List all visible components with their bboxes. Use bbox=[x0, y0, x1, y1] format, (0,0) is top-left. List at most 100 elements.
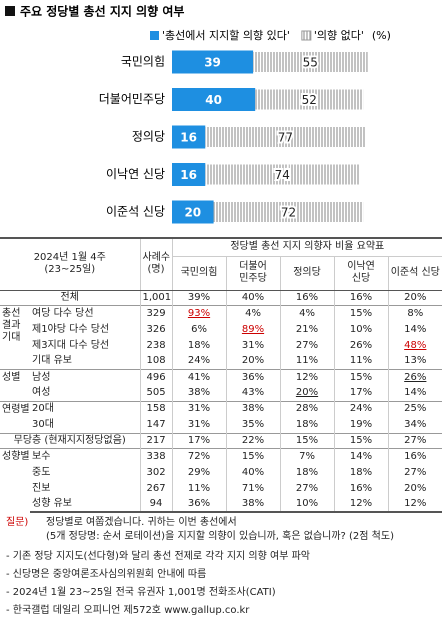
sample-size: 496 bbox=[139, 368, 173, 386]
table-row: 성향별 보수 338 72% 15% 7% 14% 16% bbox=[0, 448, 442, 513]
value-label: 16 bbox=[180, 168, 197, 182]
table-row: 제1야당 다수 당선 326 6% 89% 21% 10% 14% bbox=[0, 321, 442, 338]
column-header: 국민의힘 bbox=[171, 256, 227, 291]
cell-value: 20% bbox=[387, 289, 442, 306]
value-label: 40 bbox=[205, 93, 222, 107]
category-label: 국민의힘 bbox=[121, 55, 165, 69]
footnote: - 기존 정당 지지도(선다형)와 달리 총선 전제로 각각 지지 의향 여부 … bbox=[6, 551, 310, 562]
cell-value: 11% bbox=[171, 480, 227, 497]
value-label: 20 bbox=[184, 206, 201, 220]
column-header: 이낙연 신당 bbox=[333, 256, 389, 291]
legend-label: '총선에서 지지할 의향 있다' bbox=[162, 29, 290, 42]
header-row: 2024년 1월 4주 (23~25일) 사례수 (명) 정당별 총선 지지 의향자 비… bbox=[0, 237, 442, 291]
cell-value: 14% bbox=[387, 385, 442, 402]
bar bbox=[172, 88, 256, 111]
cell-value: 19% bbox=[333, 417, 389, 434]
summary-table: 2024년 1월 4주 (23~25일) 사례수 (명) 정당별 총선 지지 의향자 비… bbox=[0, 237, 442, 514]
sample-size: 147 bbox=[139, 417, 173, 434]
cell-value: 25% bbox=[387, 400, 442, 418]
cell-value: 38% bbox=[225, 496, 281, 514]
cell-value: 34% bbox=[387, 417, 442, 434]
cell-value: 36% bbox=[225, 368, 281, 386]
cell-value: 15% bbox=[333, 368, 389, 386]
cell-value: 10% bbox=[279, 496, 335, 514]
cell-value: 16% bbox=[333, 480, 389, 497]
cell-value: 15% bbox=[225, 448, 281, 465]
cell-value: 14% bbox=[387, 321, 442, 338]
bar bbox=[213, 202, 364, 222]
sample-size: 329 bbox=[139, 305, 173, 322]
row-label: 30대 bbox=[32, 418, 54, 430]
cell-value: 11% bbox=[333, 353, 389, 370]
text-line: (명) bbox=[147, 264, 165, 276]
table-row: 연령별 20대 158 31% 38% 28% 24% 25% bbox=[0, 400, 442, 434]
text-line: 사례수 bbox=[142, 252, 171, 264]
legend-label: '의향 없다' bbox=[314, 29, 364, 42]
group-label: 총선 결과 기대 bbox=[0, 305, 30, 370]
row-label: 제3지대 다수 당선 bbox=[32, 339, 110, 351]
row-label: 전체 bbox=[0, 289, 141, 306]
question-line: 정당별로 여쭙겠습니다. 귀하는 이번 총선에서 bbox=[46, 517, 237, 528]
cell-value: 15% bbox=[333, 432, 389, 449]
cell-value: 24% bbox=[171, 353, 227, 370]
cell-value: 41% bbox=[171, 368, 227, 386]
text-line: 2024년 1월 4주 bbox=[33, 252, 106, 264]
value-label: 16 bbox=[180, 131, 197, 145]
sample-size: 238 bbox=[139, 337, 173, 354]
table-row: 무당층 (현재지지정당없음) 217 17% 22% 15% 15% 27% bbox=[0, 432, 442, 449]
row-label: 기대 유보 bbox=[32, 355, 72, 367]
cell-value: 22% bbox=[225, 432, 281, 449]
value-label: 52 bbox=[302, 93, 317, 107]
value-label: 77 bbox=[278, 131, 293, 145]
column-header: 이준석 신당 bbox=[387, 256, 442, 291]
bar bbox=[172, 163, 206, 186]
bar bbox=[172, 200, 214, 224]
legend-swatch bbox=[301, 30, 312, 41]
group-label: 연령별 bbox=[0, 400, 30, 434]
table-row: 여성 505 38% 43% 20% 17% 14% bbox=[0, 385, 442, 402]
cell-value: 8% bbox=[387, 305, 442, 322]
table-row: 제3지대 다수 당선 238 18% 31% 27% 26% 48% bbox=[0, 337, 442, 354]
cell-value: 26% bbox=[387, 368, 442, 386]
category-label: 이준석 신당 bbox=[106, 205, 165, 219]
cell-value: 31% bbox=[225, 337, 281, 354]
chart: 주요 정당별 총선 지지 의향 여부 '총선에서 지지할 의향 있다' '의향 없… bbox=[5, 4, 391, 224]
sample-size: 1,001 bbox=[139, 289, 173, 306]
cell-value: 6% bbox=[171, 321, 227, 338]
question: 질문) 정당별로 여쭙겠습니다. 귀하는 이번 총선에서 (5개 정당명: 순서 로… bbox=[6, 516, 438, 544]
sample-size: 267 bbox=[139, 480, 173, 497]
row-label: 여성 bbox=[32, 387, 51, 399]
table-row: 전체 1,001 39% 40% 16% 16% 20% bbox=[0, 289, 442, 306]
text-line: (23~25일) bbox=[44, 264, 96, 276]
cell-value: 28% bbox=[279, 400, 335, 418]
sample-size: 108 bbox=[139, 353, 173, 370]
sample-size: 94 bbox=[139, 496, 173, 514]
bar bbox=[205, 164, 360, 185]
cell-value: 31% bbox=[171, 400, 227, 418]
header-row: 국민의힘 더불어 민주당 정의당 이낙연 신당 이준석 신당 bbox=[0, 256, 442, 291]
title-bullet bbox=[5, 6, 15, 16]
cell-value: 40% bbox=[225, 289, 281, 306]
sample-size: 326 bbox=[139, 321, 173, 338]
cell-value: 38% bbox=[225, 400, 281, 418]
legend-swatch bbox=[150, 31, 159, 40]
cell-value: 27% bbox=[387, 464, 442, 481]
cell-value: 12% bbox=[387, 496, 442, 514]
cell-value: 29% bbox=[171, 464, 227, 481]
row-label: 20대 bbox=[30, 400, 141, 418]
category-label: 더불어민주당 bbox=[99, 92, 165, 106]
category-label: 이낙연 신당 bbox=[106, 167, 165, 181]
cell-value: 15% bbox=[279, 432, 335, 449]
column-header: 더불어 민주당 bbox=[225, 256, 281, 291]
cell-value: 31% bbox=[171, 417, 227, 434]
footnotes: - 기존 정당 지지도(선다형)와 달리 총선 전제로 각각 지지 의향 여부 … bbox=[6, 548, 438, 620]
cell-value: 16% bbox=[387, 448, 442, 465]
cell-value: 12% bbox=[279, 368, 335, 386]
bar bbox=[255, 89, 364, 110]
question-line: (5개 정당명: 순서 로테이션)을 지지할 의향이 있습니까, 혹은 없습니까… bbox=[46, 531, 394, 542]
cell-value: 18% bbox=[333, 464, 389, 481]
footnote: - 2024년 1월 23~25일 전국 유권자 1,001명 전화조사(CAT… bbox=[6, 587, 276, 598]
row-label: 제1야당 다수 당선 bbox=[32, 323, 110, 335]
cell-value: 20% bbox=[225, 353, 281, 370]
